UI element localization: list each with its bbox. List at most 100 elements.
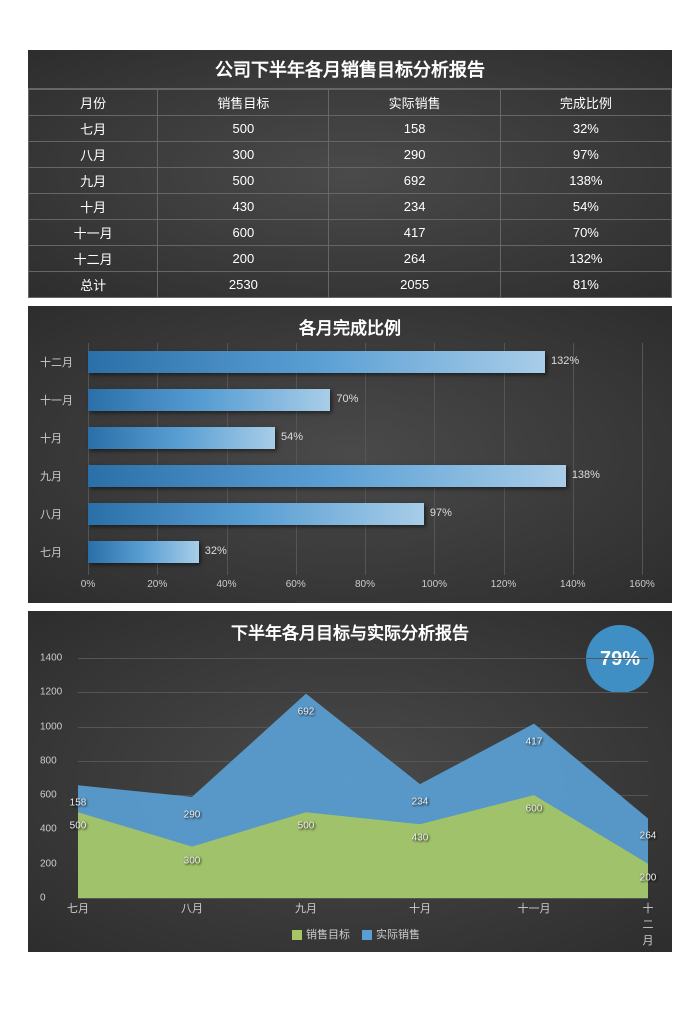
table-cell: 54% [500, 194, 671, 220]
area-ytick: 800 [40, 755, 57, 766]
col-actual: 实际销售 [329, 90, 500, 116]
area-title: 下半年各月目标与实际分析报告 [28, 611, 672, 648]
report-table-panel: 公司下半年各月销售目标分析报告 月份 销售目标 实际销售 完成比例 七月5001… [28, 50, 672, 298]
table-header-row: 月份 销售目标 实际销售 完成比例 [29, 90, 672, 116]
table-cell: 417 [329, 220, 500, 246]
hbar-xtick: 40% [216, 579, 236, 590]
legend-swatch [362, 930, 372, 940]
table-row: 十二月200264132% [29, 246, 672, 272]
area-value-actual: 692 [298, 706, 315, 717]
hbar-row: 九月 138% [40, 465, 642, 487]
area-plot-wrap: 158500290300692500234430417600264200 七月八… [40, 648, 660, 948]
table-cell: 2055 [329, 272, 500, 298]
area-value-target: 200 [640, 872, 657, 883]
report-title: 公司下半年各月销售目标分析报告 [28, 50, 672, 89]
hbar-category-label: 七月 [40, 544, 88, 560]
hbar-title: 各月完成比例 [28, 306, 672, 343]
hbar-category-label: 十二月 [40, 354, 88, 370]
table-row: 十月43023454% [29, 194, 672, 220]
area-ytick: 1200 [40, 687, 62, 698]
hbar-chart-panel: 各月完成比例 0%20%40%60%80%100%120%140%160% 十二… [28, 306, 672, 603]
table-cell: 七月 [29, 116, 158, 142]
legend-label: 销售目标 [306, 929, 350, 941]
area-ytick: 1000 [40, 721, 62, 732]
hbar-row: 十月 54% [40, 427, 642, 449]
area-ytick: 200 [40, 858, 57, 869]
col-target: 销售目标 [158, 90, 329, 116]
hbar-row: 十一月70% [40, 389, 642, 411]
area-value-actual: 290 [184, 809, 201, 820]
hbar-bar [88, 389, 330, 411]
area-xtick: 八月 [181, 900, 203, 916]
hbar-value-label: 138% [572, 469, 600, 481]
area-value-actual: 417 [526, 736, 543, 747]
table-cell: 十一月 [29, 220, 158, 246]
table-cell: 600 [158, 220, 329, 246]
area-value-target: 500 [70, 821, 87, 832]
hbar-xtick: 60% [286, 579, 306, 590]
area-xtick: 十月 [409, 900, 431, 916]
table-row: 总计2530205581% [29, 272, 672, 298]
table-cell: 138% [500, 168, 671, 194]
table-row: 十一月60041770% [29, 220, 672, 246]
hbar-value-label: 97% [430, 507, 452, 519]
area-value-target: 430 [412, 833, 429, 844]
table-cell: 97% [500, 142, 671, 168]
table-cell: 32% [500, 116, 671, 142]
hbar-row: 七月 32% [40, 541, 642, 563]
area-xtick: 七月 [67, 900, 89, 916]
area-value-target: 600 [526, 804, 543, 815]
table-cell: 500 [158, 116, 329, 142]
area-ytick: 400 [40, 824, 57, 835]
hbar-value-label: 70% [336, 393, 358, 405]
hbar-xtick: 20% [147, 579, 167, 590]
table-cell: 500 [158, 168, 329, 194]
report-table: 月份 销售目标 实际销售 完成比例 七月50015832%八月30029097%… [28, 89, 672, 298]
table-cell: 九月 [29, 168, 158, 194]
table-cell: 692 [329, 168, 500, 194]
hbar-xtick: 160% [629, 579, 655, 590]
hbar-row: 十二月 132% [40, 351, 642, 373]
hbar-xtick: 80% [355, 579, 375, 590]
hbar-value-label: 32% [205, 545, 227, 557]
hbar-xtick: 0% [81, 579, 95, 590]
table-row: 七月50015832% [29, 116, 672, 142]
table-cell: 300 [158, 142, 329, 168]
table-cell: 八月 [29, 142, 158, 168]
area-ytick: 1400 [40, 653, 62, 664]
hbar-value-label: 132% [551, 355, 579, 367]
hbar-bar [88, 503, 424, 525]
hbar-value-label: 54% [281, 431, 303, 443]
table-cell: 290 [329, 142, 500, 168]
legend-label: 实际销售 [376, 929, 420, 941]
hbar-bar [88, 427, 275, 449]
table-cell: 2530 [158, 272, 329, 298]
area-value-actual: 234 [412, 797, 429, 808]
area-xtick: 九月 [295, 900, 317, 916]
area-ytick: 600 [40, 790, 57, 801]
area-ytick: 0 [40, 893, 46, 904]
hbar-plot-area: 0%20%40%60%80%100%120%140%160% 十二月132%十一… [40, 343, 652, 603]
hbar-xtick: 120% [491, 579, 517, 590]
table-cell: 132% [500, 246, 671, 272]
hbar-bar [88, 465, 566, 487]
area-svg [78, 658, 648, 898]
hbar-category-label: 九月 [40, 468, 88, 484]
table-cell: 264 [329, 246, 500, 272]
hbar-category-label: 八月 [40, 506, 88, 522]
table-cell: 430 [158, 194, 329, 220]
area-value-actual: 264 [640, 831, 657, 842]
legend-swatch [292, 930, 302, 940]
hbar-bar [88, 541, 199, 563]
table-cell: 70% [500, 220, 671, 246]
hbar-bar [88, 351, 545, 373]
hbar-category-label: 十月 [40, 430, 88, 446]
table-row: 八月30029097% [29, 142, 672, 168]
hbar-xtick: 140% [560, 579, 586, 590]
area-value-target: 300 [184, 855, 201, 866]
area-legend: 销售目标 实际销售 [40, 926, 660, 942]
table-cell: 81% [500, 272, 671, 298]
col-ratio: 完成比例 [500, 90, 671, 116]
area-xtick: 十一月 [518, 900, 551, 916]
area-value-actual: 158 [70, 798, 87, 809]
